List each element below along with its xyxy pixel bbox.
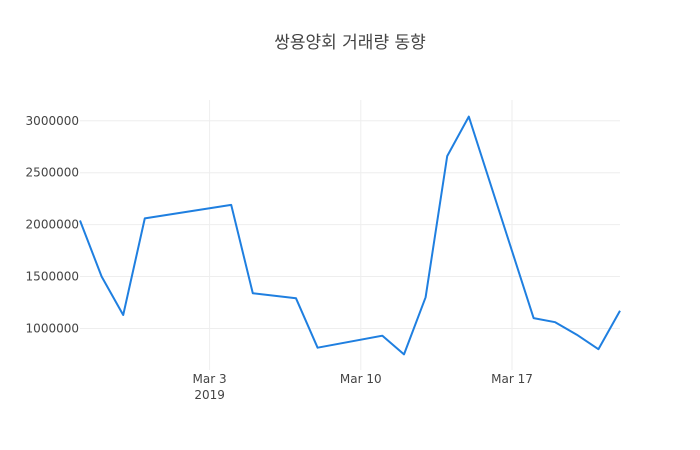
- y-tick-label: 2500000: [26, 166, 79, 180]
- x-tick-label: Mar 3: [193, 372, 227, 386]
- series: [79, 115, 621, 356]
- chart-title: 쌍용양회 거래량 동향: [274, 33, 426, 53]
- x-axis-ticks: Mar 3 2019 Mar 10 Mar 17: [193, 372, 533, 402]
- x-tick-label: Mar 10: [340, 372, 382, 386]
- y-tick-label: 1000000: [26, 321, 79, 335]
- x-tick-label: Mar 17: [491, 372, 533, 386]
- y-tick-label: 2000000: [26, 218, 79, 232]
- y-tick-label: 1500000: [26, 270, 79, 284]
- series-line: [79, 115, 621, 356]
- x-tick-sublabel: 2019: [194, 388, 225, 402]
- y-axis-ticks: 1000000 1500000 2000000 2500000 3000000: [26, 114, 79, 336]
- y-tick-label: 3000000: [26, 114, 79, 128]
- grid: [80, 100, 620, 370]
